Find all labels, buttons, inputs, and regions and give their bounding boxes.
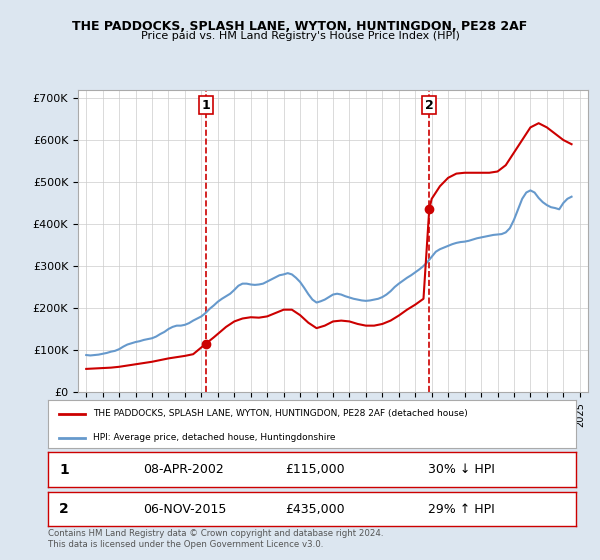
Text: Contains HM Land Registry data © Crown copyright and database right 2024.
This d: Contains HM Land Registry data © Crown c… <box>48 529 383 549</box>
Text: 06-NOV-2015: 06-NOV-2015 <box>143 502 226 516</box>
Text: 08-APR-2002: 08-APR-2002 <box>143 463 224 477</box>
Text: THE PADDOCKS, SPLASH LANE, WYTON, HUNTINGDON, PE28 2AF: THE PADDOCKS, SPLASH LANE, WYTON, HUNTIN… <box>73 20 527 32</box>
Text: £115,000: £115,000 <box>286 463 345 477</box>
Text: THE PADDOCKS, SPLASH LANE, WYTON, HUNTINGDON, PE28 2AF (detached house): THE PADDOCKS, SPLASH LANE, WYTON, HUNTIN… <box>93 409 467 418</box>
Text: Price paid vs. HM Land Registry's House Price Index (HPI): Price paid vs. HM Land Registry's House … <box>140 31 460 41</box>
Text: 30% ↓ HPI: 30% ↓ HPI <box>428 463 495 477</box>
Text: HPI: Average price, detached house, Huntingdonshire: HPI: Average price, detached house, Hunt… <box>93 433 335 442</box>
Text: 1: 1 <box>202 99 210 111</box>
Text: 2: 2 <box>425 99 434 111</box>
Text: 1: 1 <box>59 463 69 477</box>
Text: 2: 2 <box>59 502 69 516</box>
Text: £435,000: £435,000 <box>286 502 345 516</box>
Text: 29% ↑ HPI: 29% ↑ HPI <box>428 502 495 516</box>
